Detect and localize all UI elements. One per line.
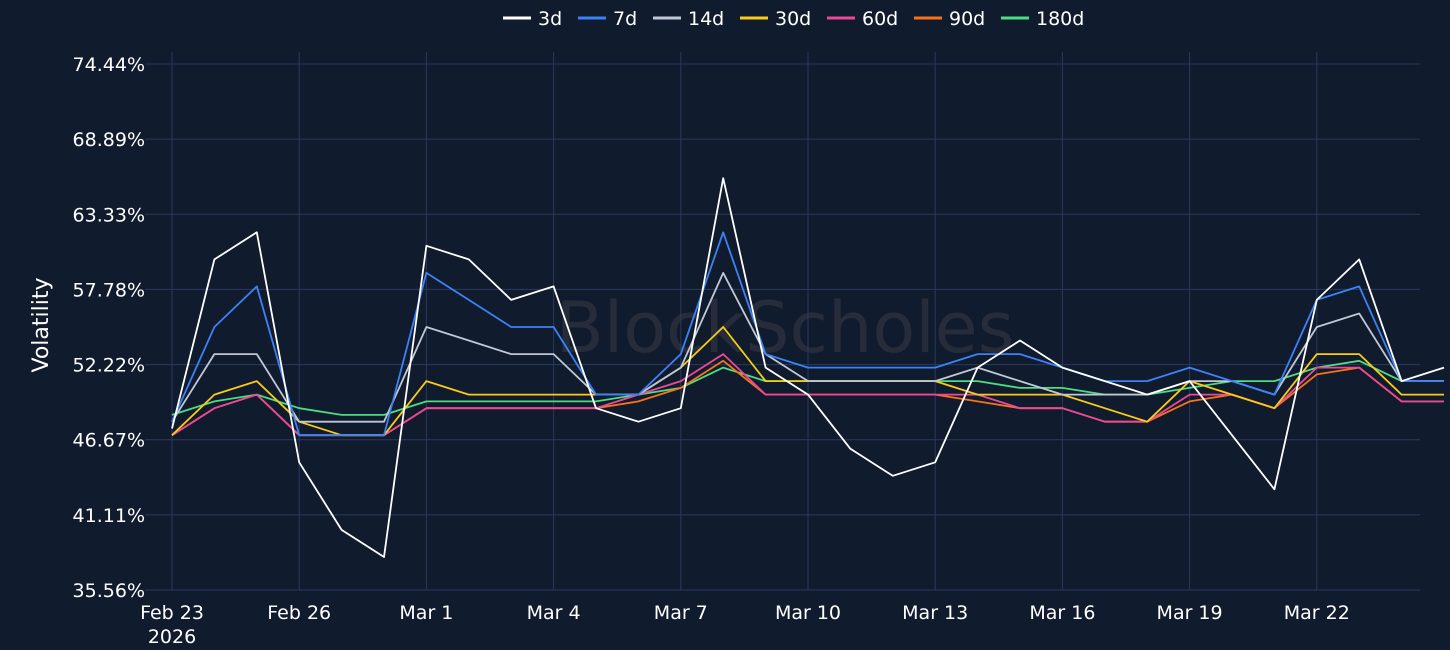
watermark: BlockScholes <box>556 287 1014 369</box>
y-axis-title: Volatility <box>29 277 54 372</box>
x-tick-label: Mar 13 <box>902 602 968 624</box>
x-tick-label: Feb 23 <box>140 602 204 624</box>
y-tick-label: 68.89% <box>73 129 145 151</box>
legend-label-180d: 180d <box>1036 8 1084 30</box>
x-tick-label: Mar 1 <box>399 602 453 624</box>
y-tick-label: 57.78% <box>73 279 145 301</box>
y-tick-label: 63.33% <box>73 204 145 226</box>
x-tick-label: Mar 4 <box>527 602 581 624</box>
legend-label-3d: 3d <box>538 8 562 30</box>
legend-label-90d: 90d <box>949 8 985 30</box>
y-tick-label: 52.22% <box>73 355 145 377</box>
y-axis-ticks: 35.56% 41.11% 46.67% 52.22% 57.78% 63.33% 68.8… <box>73 54 145 602</box>
y-tick-label: 46.67% <box>73 430 145 452</box>
x-tick-label: Mar 19 <box>1157 602 1223 624</box>
y-tick-label: 35.56% <box>73 580 145 602</box>
legend-label-7d: 7d <box>613 8 637 30</box>
y-tick-label: 41.11% <box>73 505 145 527</box>
x-tick-sublabel: 2026 <box>148 626 196 648</box>
x-tick-label: Feb 26 <box>267 602 331 624</box>
x-tick-label: Mar 7 <box>654 602 708 624</box>
legend-label-60d: 60d <box>862 8 898 30</box>
grid-lines <box>145 52 1420 591</box>
series-line-7d <box>171 231 1444 437</box>
legend: 3d 7d 14d 30d 60d 90d 180d <box>503 8 1084 30</box>
x-tick-label: Mar 22 <box>1284 602 1350 624</box>
series-lines <box>171 177 1445 558</box>
y-tick-label: 74.44% <box>73 54 145 76</box>
x-tick-label: Mar 10 <box>775 602 841 624</box>
series-line-3d <box>171 177 1445 558</box>
legend-label-14d: 14d <box>688 8 724 30</box>
legend-label-30d: 30d <box>775 8 811 30</box>
x-tick-label: Mar 16 <box>1029 602 1095 624</box>
